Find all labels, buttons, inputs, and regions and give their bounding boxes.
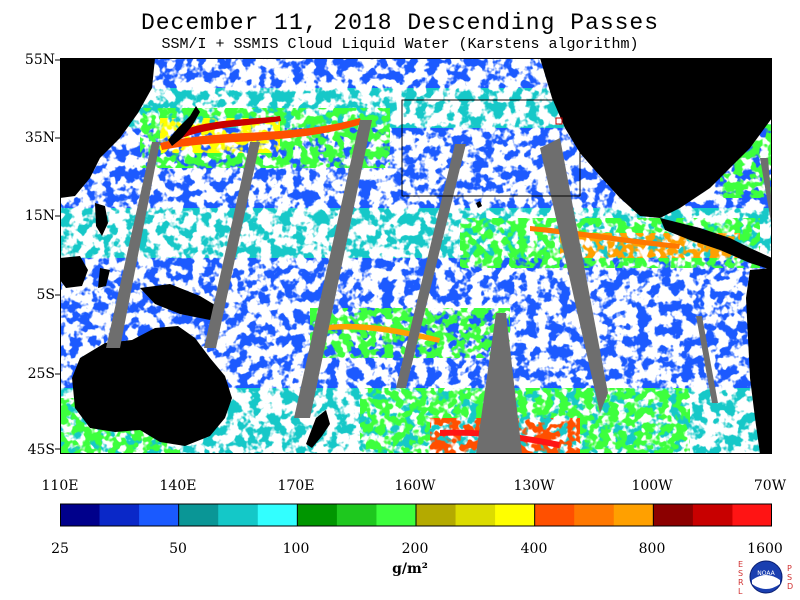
psd-letters: P S D (787, 564, 794, 591)
australia (72, 326, 232, 446)
lon-label: 110E (41, 478, 79, 494)
lat-label: 55N (24, 52, 55, 68)
noaa-emblem: NOAA (749, 560, 783, 594)
colorbar-tick-label: 800 (638, 541, 666, 557)
noaa-logo: E S R L NOAA P S D (735, 558, 795, 598)
map-subtitle: SSM/I + SSMIS Cloud Liquid Water (Karste… (161, 36, 639, 53)
no-data-swaths (106, 120, 772, 454)
colorbar-tick-label: 50 (169, 541, 187, 557)
lat-label: 15N (24, 208, 55, 224)
central-america (660, 218, 772, 270)
region-box (401, 99, 581, 197)
colorbar-swatch (257, 504, 298, 526)
philippines (95, 203, 108, 236)
colorbar-swatch (416, 504, 457, 526)
colorbar-units: g/m² (392, 561, 428, 577)
asia-landmass (60, 58, 155, 198)
lon-label: 140E (159, 478, 197, 494)
esrl-letters: E S R L (738, 560, 744, 596)
colorbar-swatch (732, 504, 772, 526)
colorbar-swatch (574, 504, 615, 526)
colorbar-tick-label: 200 (401, 541, 429, 557)
colorbar-tick-label: 1600 (747, 541, 783, 557)
colorbar-swatch (495, 504, 536, 526)
lon-label: 170E (277, 478, 315, 494)
colorbar-swatch (534, 504, 575, 526)
land (60, 58, 772, 454)
colorbar-swatch (455, 504, 496, 526)
colorbar-swatch (297, 504, 338, 526)
lat-label: 5S (36, 287, 56, 303)
borneo (60, 256, 88, 288)
lat-ticks (55, 59, 60, 450)
lat-label: 35N (24, 130, 55, 146)
lon-label: 70W (753, 478, 787, 494)
colorbar-swatch (218, 504, 259, 526)
north-america (540, 58, 772, 218)
sulawesi (98, 268, 110, 288)
lon-label: 100W (631, 478, 673, 494)
colorbar-swatch (139, 504, 180, 526)
lat-label: 45S (27, 442, 55, 458)
colorbar-swatch (60, 504, 101, 526)
new-zealand (306, 410, 330, 448)
colorbar-swatch (178, 504, 219, 526)
south-america (746, 268, 772, 454)
colorbar-swatch (99, 504, 140, 526)
lon-label: 160W (394, 478, 436, 494)
colorbar-tick-label: 25 (51, 541, 69, 557)
colorbar-swatch (336, 504, 377, 526)
colorbar-tick-label: 400 (520, 541, 548, 557)
marker-square (555, 117, 563, 125)
cloud-liquid-water-map (60, 58, 772, 454)
noaa-text: NOAA (757, 570, 775, 577)
colorbar-swatch (653, 504, 694, 526)
map-title: December 11, 2018 Descending Passes (140, 10, 660, 36)
lon-label: 130W (513, 478, 555, 494)
colorbar-swatch (692, 504, 733, 526)
colorbar-tick-label: 100 (282, 541, 310, 557)
hawaii (476, 201, 482, 208)
new-guinea (140, 284, 220, 320)
colorbar (60, 503, 772, 527)
colorbar-swatch (376, 504, 417, 526)
colorbar-swatch (613, 504, 654, 526)
japan (168, 106, 200, 146)
lat-label: 25S (27, 366, 55, 382)
